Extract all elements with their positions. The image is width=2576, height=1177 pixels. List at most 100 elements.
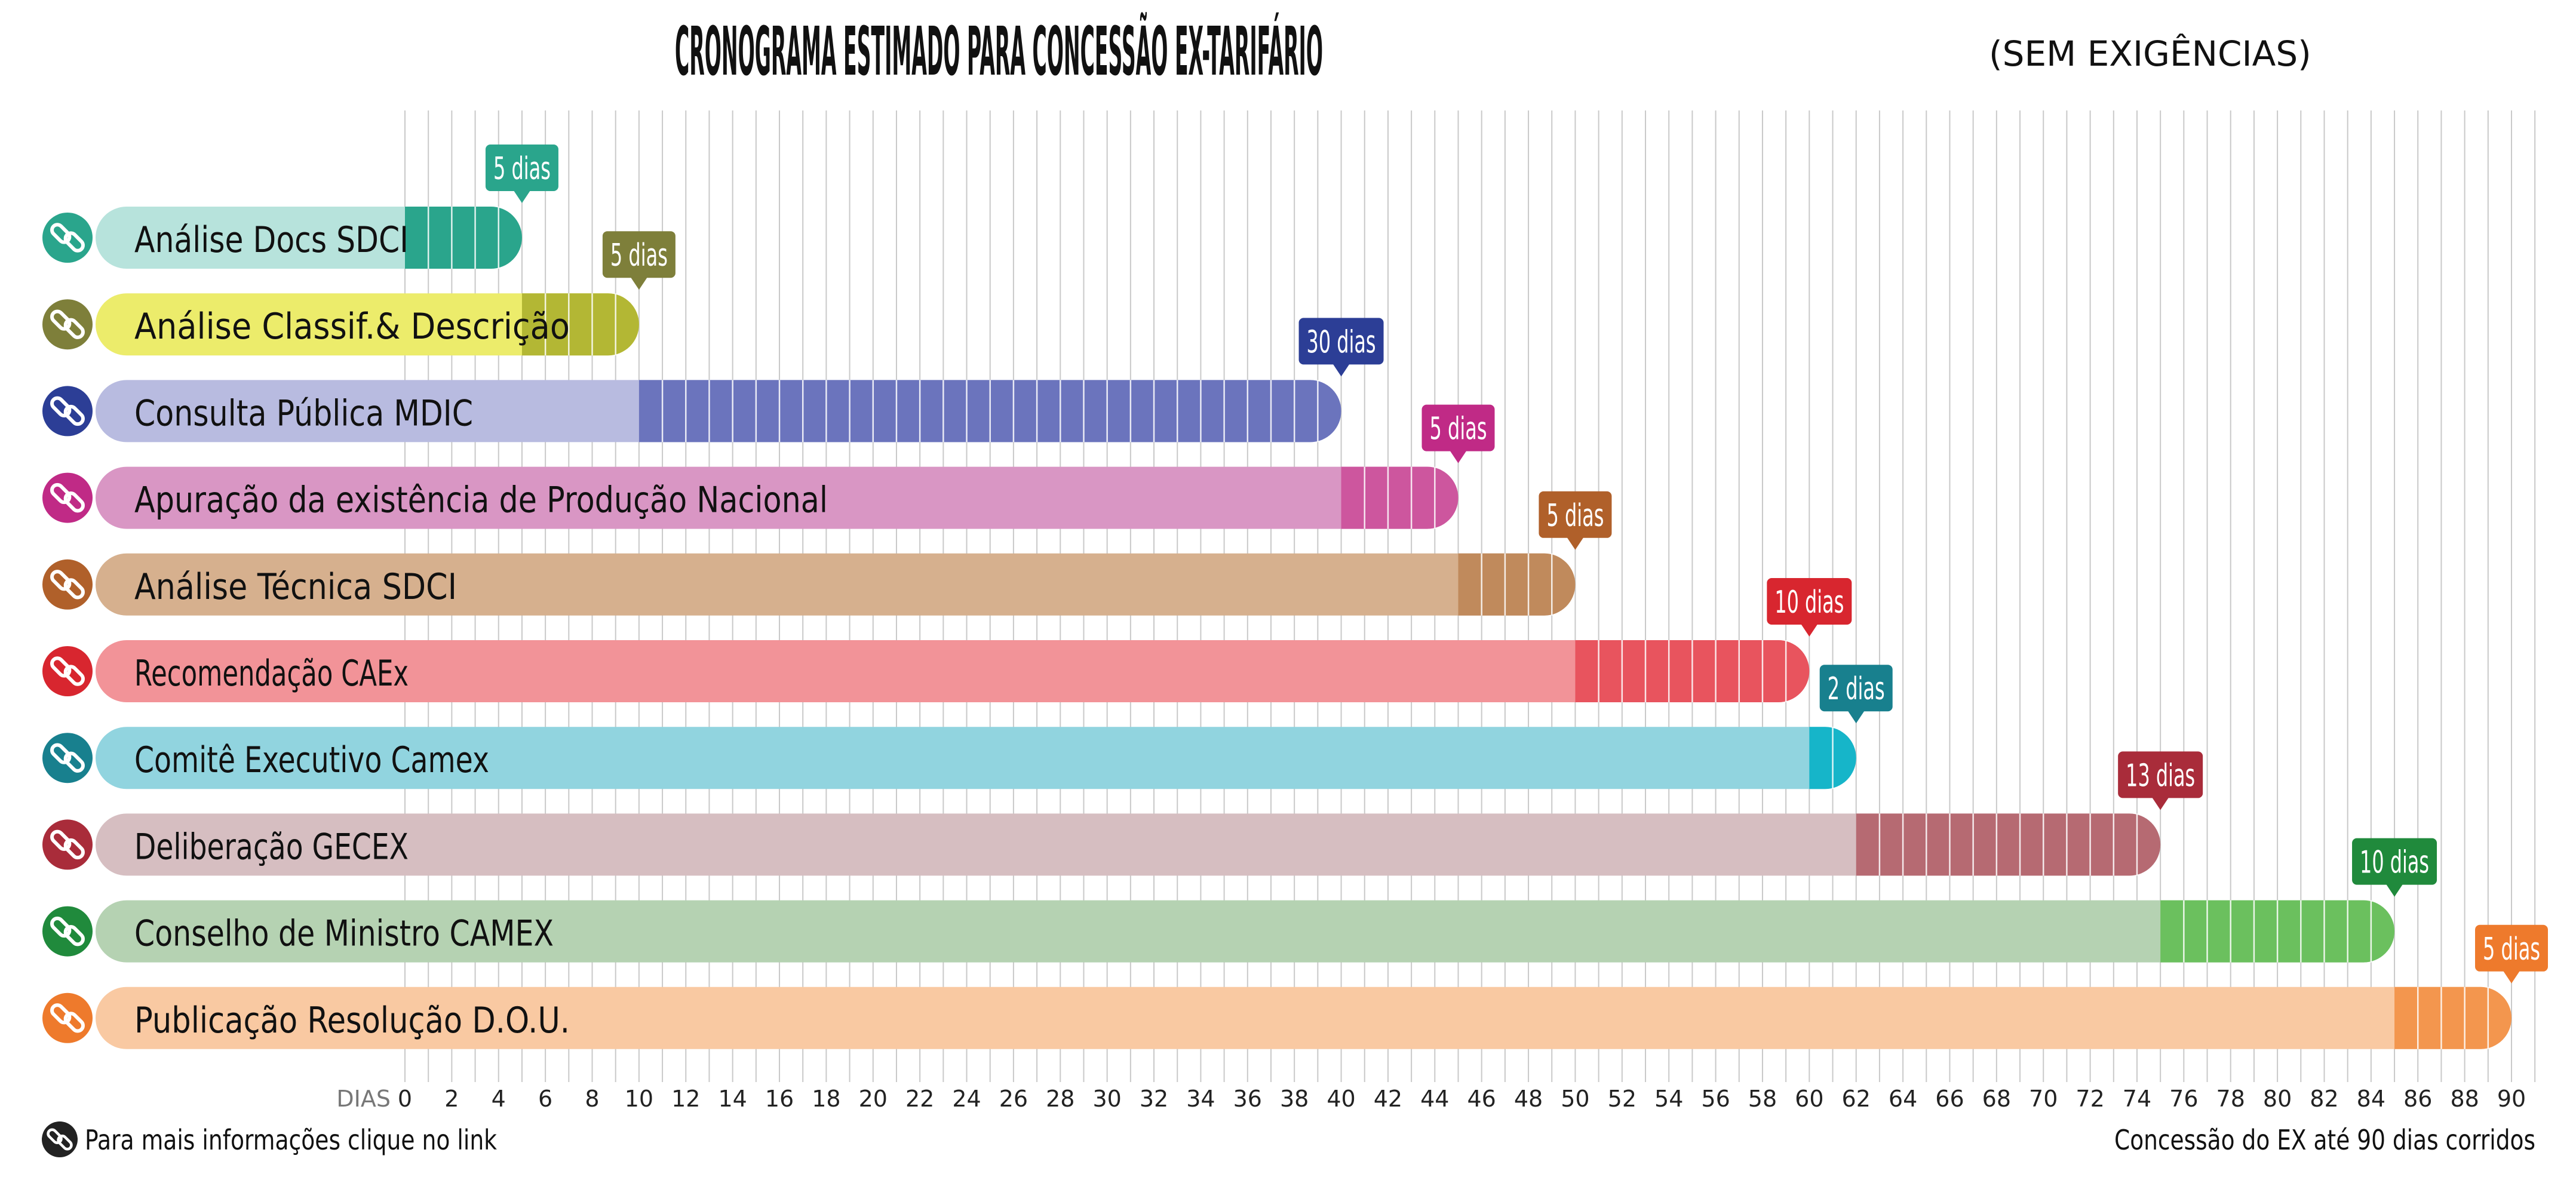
task-duration-bar	[1341, 466, 1459, 529]
duration-tag: 5 dias	[1421, 404, 1495, 463]
duration-tag-label: 10 dias	[1774, 585, 1844, 620]
x-tick-label: 0	[398, 1086, 412, 1112]
x-tick-label: 50	[1561, 1086, 1589, 1112]
link-icon[interactable]	[42, 386, 93, 437]
x-tick-label: 36	[1233, 1086, 1262, 1112]
task-label: Deliberação GECEX	[134, 826, 409, 868]
x-tick-label: 28	[1046, 1086, 1074, 1112]
task-bar-background	[96, 900, 2395, 963]
x-tick-label: 74	[2123, 1086, 2151, 1112]
task-row[interactable]: Recomendação CAEx	[42, 640, 1810, 702]
duration-tag: 5 dias	[485, 145, 558, 203]
x-tick-label: 76	[2169, 1086, 2198, 1112]
task-row[interactable]: Publicação Resolução D.O.U.	[42, 987, 2511, 1049]
x-tick-label: 24	[952, 1086, 981, 1112]
link-icon[interactable]	[42, 559, 93, 610]
x-tick-label: 22	[905, 1086, 934, 1112]
info-link-text[interactable]: Para mais informações clique no link	[85, 1124, 497, 1156]
link-icon[interactable]	[42, 733, 93, 783]
x-tick-label: 68	[1982, 1086, 2011, 1112]
task-row[interactable]: Conselho de Ministro CAMEX	[42, 900, 2395, 963]
task-row[interactable]: Análise Técnica SDCI	[42, 553, 1576, 616]
duration-tag-label: 5 dias	[610, 238, 668, 273]
x-tick-label: 70	[2029, 1086, 2058, 1112]
link-icon[interactable]	[42, 299, 93, 350]
x-tick-label: 14	[718, 1086, 747, 1112]
duration-tag-label: 2 dias	[1828, 671, 1885, 707]
duration-tag: 2 dias	[1819, 665, 1893, 724]
task-label: Comitê Executivo Camex	[134, 739, 489, 781]
task-label: Consulta Pública MDIC	[134, 392, 473, 434]
link-icon[interactable]	[42, 992, 93, 1043]
x-tick-label: 52	[1608, 1086, 1637, 1112]
duration-tag-label: 10 dias	[2360, 845, 2429, 881]
x-tick-label: 26	[999, 1086, 1028, 1112]
x-tick-label: 86	[2403, 1086, 2432, 1112]
duration-tag: 30 dias	[1298, 318, 1384, 377]
task-label: Análise Docs SDCI	[134, 219, 409, 261]
task-duration-bar	[1856, 813, 2161, 876]
x-tick-label: 54	[1654, 1086, 1683, 1112]
task-duration-bar	[2394, 987, 2511, 1049]
x-tick-label: 72	[2075, 1086, 2104, 1112]
x-tick-label: 46	[1467, 1086, 1496, 1112]
x-tick-label: 88	[2450, 1086, 2479, 1112]
link-icon[interactable]	[42, 819, 93, 870]
duration-tag: 5 dias	[2475, 924, 2548, 984]
x-tick-label: 18	[812, 1086, 840, 1112]
link-icon[interactable]	[42, 213, 93, 263]
task-bar-background	[96, 466, 1459, 529]
task-row[interactable]: Apuração da existência de Produção Nacio…	[42, 466, 1459, 529]
x-axis-label: DIAS	[336, 1086, 391, 1112]
x-axis: DIAS 0 2 4 6 8 10 12 14 16 18 20 22 24 26 28 30 32 34 36 38 4…	[336, 1086, 2526, 1112]
chart-title: CRONOGRAMA ESTIMADO PARA CONCESSÃO EX-TA…	[675, 12, 1323, 91]
task-bar-background	[96, 813, 2161, 876]
duration-tag: 10 dias	[1767, 578, 1852, 637]
x-tick-label: 58	[1748, 1086, 1777, 1112]
x-tick-label: 56	[1701, 1086, 1730, 1112]
task-row[interactable]: Análise Classif.& Descrição	[42, 293, 639, 356]
duration-tag-label: 30 dias	[1307, 324, 1376, 360]
x-tick-label: 34	[1186, 1086, 1215, 1112]
x-tick-label: 84	[2357, 1086, 2385, 1112]
link-icon[interactable]	[42, 472, 93, 523]
x-tick-label: 8	[585, 1086, 599, 1112]
task-label: Recomendação CAEx	[134, 653, 409, 694]
x-tick-label: 80	[2263, 1086, 2292, 1112]
task-row[interactable]: Análise Docs SDCI	[42, 207, 522, 269]
task-bar-background	[96, 640, 1810, 702]
x-tick-label: 20	[859, 1086, 888, 1112]
x-tick-label: 4	[492, 1086, 506, 1112]
task-bar-background	[96, 293, 639, 356]
chart-subtitle: (SEM EXIGÊNCIAS)	[1989, 33, 2311, 74]
task-bar-background	[96, 727, 1856, 789]
task-row[interactable]: Deliberação GECEX	[42, 813, 2161, 876]
duration-tag-label: 5 dias	[2483, 932, 2540, 967]
task-row[interactable]: Consulta Pública MDIC	[42, 380, 1341, 442]
link-icon	[42, 1121, 78, 1157]
task-duration-bar	[405, 207, 522, 269]
duration-tag-label: 5 dias	[1546, 498, 1604, 534]
x-tick-label: 62	[1842, 1086, 1871, 1112]
x-tick-label: 12	[671, 1086, 700, 1112]
link-icon[interactable]	[42, 646, 93, 696]
task-duration-bar	[1458, 553, 1576, 616]
x-tick-label: 66	[1935, 1086, 1964, 1112]
x-tick-label: 2	[444, 1086, 459, 1112]
duration-tag: 5 dias	[1539, 491, 1612, 550]
duration-tag-label: 13 dias	[2126, 758, 2195, 794]
task-row[interactable]: Comitê Executivo Camex	[42, 727, 1856, 789]
task-label: Análise Técnica SDCI	[134, 566, 457, 608]
x-tick-label: 48	[1514, 1086, 1543, 1112]
x-tick-label: 10	[625, 1086, 653, 1112]
duration-tag-label: 5 dias	[1430, 411, 1487, 447]
duration-tag: 13 dias	[2118, 751, 2203, 810]
task-label: Apuração da existência de Produção Nacio…	[134, 480, 828, 521]
task-bar-background	[96, 553, 1576, 616]
info-link[interactable]: Para mais informações clique no link	[42, 1121, 497, 1157]
x-tick-label: 30	[1092, 1086, 1121, 1112]
x-tick-label: 44	[1420, 1086, 1449, 1112]
x-tick-label: 90	[2497, 1086, 2526, 1112]
link-icon[interactable]	[42, 906, 93, 957]
x-tick-label: 40	[1327, 1086, 1355, 1112]
